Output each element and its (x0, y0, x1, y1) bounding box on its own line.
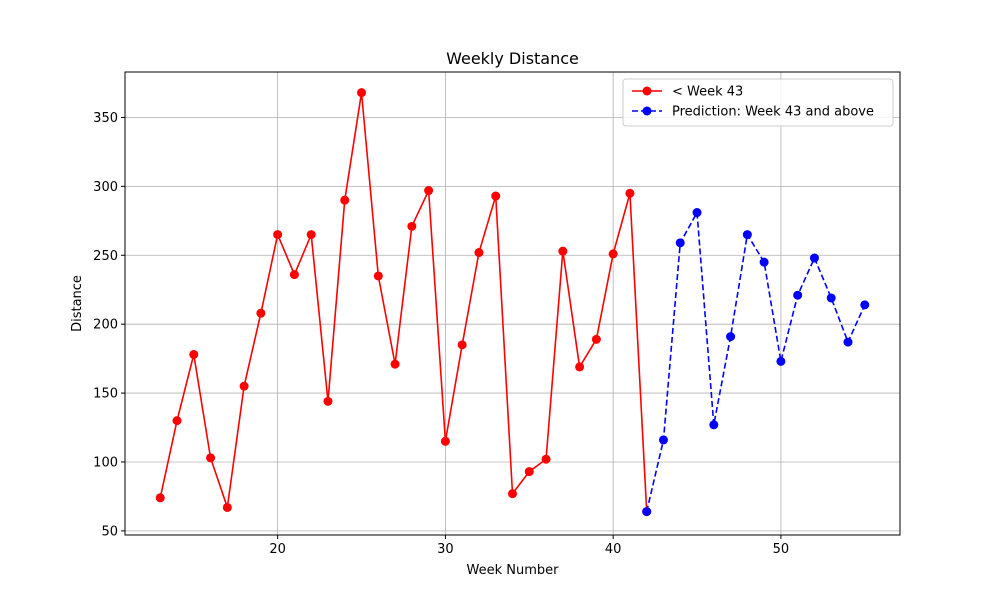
legend-marker (642, 106, 652, 116)
data-point (642, 507, 652, 517)
data-point (558, 246, 568, 256)
data-point (155, 493, 165, 503)
ticks: 20 30 40 50 50 100 150 200 250 300 350 (93, 111, 789, 557)
data-point (189, 349, 199, 359)
data-point (340, 195, 350, 205)
plot-frame (124, 71, 901, 536)
data-point (860, 300, 870, 310)
data-point (457, 340, 467, 350)
data-point (793, 290, 803, 300)
data-point (424, 186, 434, 196)
data-point (172, 416, 182, 426)
data-point (273, 230, 283, 240)
data-point (608, 249, 618, 259)
data-point (675, 238, 685, 248)
series-2 (642, 208, 870, 517)
y-tick-label: 100 (93, 455, 118, 470)
data-point (524, 467, 534, 477)
data-point (575, 362, 585, 372)
y-tick-label: 250 (93, 249, 118, 264)
data-point (709, 420, 719, 430)
data-point (239, 381, 249, 391)
legend-label: < Week 43 (672, 85, 743, 100)
x-tick-label: 40 (605, 542, 622, 557)
x-tick-label: 50 (773, 542, 790, 557)
data-point (742, 230, 752, 240)
data-point (541, 454, 551, 464)
y-tick-label: 50 (101, 524, 118, 539)
x-axis-label: Week Number (467, 563, 560, 578)
data-point (508, 489, 517, 499)
data-point (289, 270, 299, 280)
data-point (759, 257, 769, 267)
y-tick-label: 200 (93, 318, 118, 333)
data-point (625, 188, 635, 198)
legend-label: Prediction: Week 43 and above (672, 105, 874, 120)
data-point (407, 221, 417, 231)
data-point (373, 271, 383, 281)
legend-box (622, 78, 894, 127)
chart-title: Weekly Distance (446, 49, 579, 68)
data-point (390, 359, 400, 369)
data-point (306, 230, 316, 240)
legend: < Week 43 Prediction: Week 43 and above (622, 78, 894, 127)
y-tick-label: 350 (93, 111, 118, 126)
data-point (591, 334, 601, 344)
x-tick-label: 20 (269, 542, 286, 557)
data-point (809, 253, 819, 263)
legend-marker (642, 86, 652, 96)
data-point (440, 436, 450, 446)
data-point (357, 88, 367, 98)
data-point (323, 396, 333, 406)
y-tick-label: 150 (93, 387, 118, 402)
x-tick-label: 30 (437, 542, 454, 557)
data-point (474, 248, 484, 258)
data-point (843, 337, 853, 347)
series-line (645, 209, 866, 512)
data-point (206, 453, 216, 463)
data-point (658, 435, 668, 445)
series-1 (155, 88, 652, 517)
data-point (726, 332, 736, 342)
data-point (256, 308, 266, 318)
data-point (826, 293, 836, 303)
data-point (692, 208, 702, 218)
data-point (222, 502, 232, 512)
series-line (159, 92, 648, 512)
y-axis-label: Distance (70, 275, 85, 332)
series-layer (155, 88, 870, 517)
data-point (491, 191, 501, 201)
y-tick-label: 300 (93, 180, 118, 195)
data-point (776, 356, 786, 366)
